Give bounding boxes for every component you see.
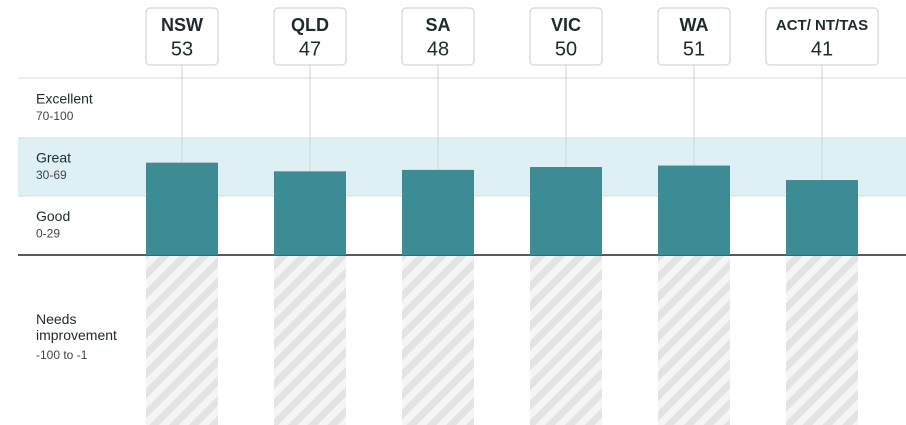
- label-box: [765, 7, 879, 66]
- label-box: [145, 7, 219, 66]
- x-tick-label: NSW: [161, 15, 203, 35]
- band-range: -100 to -1: [36, 348, 88, 362]
- label-box: [529, 7, 603, 66]
- bar: [274, 171, 346, 255]
- bar: [658, 165, 730, 255]
- label-box: [401, 7, 475, 66]
- band-name: Needs improvement: [36, 311, 117, 343]
- bar: [402, 169, 474, 255]
- value-label: 51: [683, 38, 705, 60]
- band-name: Great: [36, 150, 71, 166]
- label-box: [273, 7, 347, 66]
- value-label: 41: [811, 38, 833, 60]
- hatch: [402, 256, 474, 425]
- hatch: [146, 256, 218, 425]
- hatch: [786, 256, 858, 425]
- hatch: [274, 256, 346, 425]
- band-name-line: improvement: [36, 327, 117, 343]
- band-range: 0-29: [36, 227, 60, 241]
- hatch: [658, 256, 730, 425]
- x-tick-label: SA: [425, 15, 450, 35]
- x-tick-label: VIC: [551, 15, 581, 35]
- value-label: 50: [555, 38, 577, 60]
- hatch: [530, 256, 602, 425]
- band-range: 70-100: [36, 109, 74, 123]
- value-label: 47: [299, 38, 321, 60]
- x-tick-label: ACT/ NT/TAS: [776, 17, 868, 34]
- band-name: Good: [36, 208, 70, 224]
- band-name-line: Needs: [36, 311, 76, 327]
- bar: [786, 180, 858, 255]
- x-tick-label: QLD: [291, 15, 329, 35]
- x-tick-label: WA: [680, 15, 709, 35]
- value-label: 48: [427, 38, 449, 60]
- bar: [146, 162, 218, 255]
- band-range: 30-69: [36, 168, 67, 182]
- label-box: [657, 7, 731, 66]
- value-label: 53: [171, 38, 193, 60]
- band-name: Excellent: [36, 91, 93, 107]
- bar: [530, 167, 602, 255]
